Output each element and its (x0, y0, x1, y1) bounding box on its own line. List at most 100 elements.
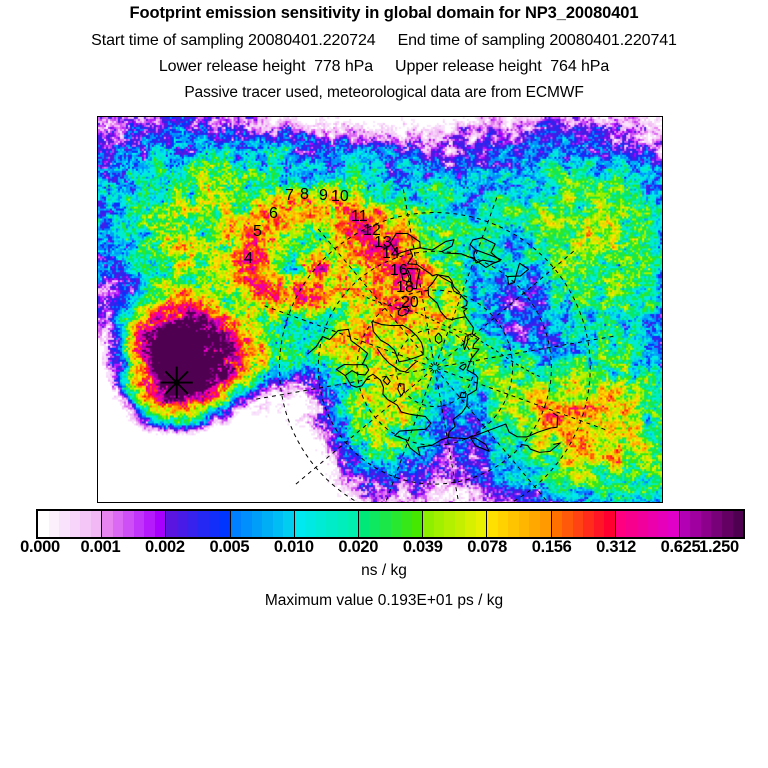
colorbar-step (529, 511, 540, 537)
coastline-lines (306, 232, 561, 457)
start-time-label: Start time of sampling 20080401.220724 (91, 32, 376, 49)
colorbar-step (208, 511, 220, 537)
colorbar-tick-10: 0.625 (660, 538, 701, 556)
colorbar-step (593, 511, 605, 537)
trajectory-day-label-14: 14 (382, 245, 400, 262)
colorbar-step (326, 511, 337, 537)
colorbar-step (305, 511, 316, 537)
footprint-concentration-field (98, 117, 662, 502)
colorbar-step (144, 511, 155, 537)
colorbar-step (539, 511, 551, 537)
colorbar-step (336, 511, 348, 537)
colorbar-band-9 (615, 511, 680, 537)
colorbar-step (444, 511, 455, 537)
colorbar-tick-9: 0.312 (596, 538, 636, 556)
colorbar-band-3 (230, 511, 295, 537)
colorbar-step (604, 511, 615, 537)
colorbar-band-5 (358, 511, 424, 537)
upper-release-height-label: Upper release height 764 hPa (395, 58, 610, 75)
colorbar-step (294, 511, 306, 537)
colorbar-step (102, 511, 113, 537)
colorbar-tick-5: 0.020 (338, 538, 379, 556)
colorbar-tick-11: 1.250 (699, 538, 739, 556)
colorbar-step (711, 511, 722, 537)
colorbar-tick-0: 0.000 (20, 538, 60, 556)
colorbar-unit-label: ns / kg (361, 562, 407, 579)
colorbar-step (123, 511, 134, 537)
colorbar-tick-4: 0.010 (273, 538, 314, 556)
release-point-star (160, 366, 193, 399)
colorbar-band-10 (679, 511, 744, 537)
trajectory-day-label-10: 10 (331, 188, 349, 205)
colorbar-band-6 (423, 511, 488, 537)
colorbar-step (551, 511, 563, 537)
colorbar-step (166, 511, 177, 537)
colorbar (36, 509, 745, 539)
colorbar-step (38, 511, 49, 537)
colorbar-gradient (36, 509, 745, 539)
trajectory-day-label-11: 11 (351, 208, 368, 225)
colorbar-step (241, 511, 252, 537)
colorbar-step (562, 511, 573, 537)
colorbar-band-2 (166, 511, 231, 537)
colorbar-step (487, 511, 498, 537)
colorbar-step (251, 511, 263, 537)
colorbar-step (315, 511, 327, 537)
colorbar-band-4 (294, 511, 359, 537)
trajectory-day-label-8: 8 (300, 186, 309, 203)
colorbar-step (497, 511, 509, 537)
colorbar-step (572, 511, 584, 537)
colorbar-step (647, 511, 658, 537)
colorbar-step (176, 511, 188, 537)
release-height-line: Lower release height 778 hPa Upper releas… (0, 58, 768, 76)
colorbar-step (272, 511, 284, 537)
colorbar-step (433, 511, 445, 537)
graticule-lines (256, 189, 614, 502)
colorbar-band-8 (551, 511, 616, 537)
lower-release-height-label: Lower release height 778 hPa (158, 58, 373, 75)
colorbar-step (219, 511, 230, 537)
colorbar-step (347, 511, 358, 537)
colorbar-tick-1: 0.001 (80, 538, 121, 556)
map-plot-panel: 4 5 6 7 8 9 10 11 12 13 14 16 18 20 (97, 116, 663, 503)
colorbar-step (187, 511, 198, 537)
colorbar-step (112, 511, 124, 537)
colorbar-step (59, 511, 70, 537)
trajectory-day-label-9: 9 (319, 187, 328, 204)
colorbar-step (48, 511, 60, 537)
colorbar-step (80, 511, 91, 537)
trajectory-day-label-6: 6 (269, 205, 278, 222)
trajectory-day-label-13: 13 (374, 234, 392, 251)
colorbar-step (626, 511, 637, 537)
trajectory-day-label-16: 16 (390, 262, 408, 279)
page-title: Footprint emission sensitivity in global… (129, 4, 639, 22)
colorbar-step (454, 511, 466, 537)
colorbar-step (722, 511, 733, 537)
colorbar-step (508, 511, 519, 537)
colorbar-step (657, 511, 669, 537)
colorbar-band-7 (487, 511, 552, 537)
map-vector-overlay (160, 189, 614, 502)
colorbar-step (262, 511, 273, 537)
colorbar-step (90, 511, 102, 537)
colorbar-step (690, 511, 701, 537)
colorbar-step (369, 511, 380, 537)
colorbar-step (700, 511, 712, 537)
colorbar-tick-7: 0.078 (467, 538, 508, 556)
trajectory-day-label-18: 18 (396, 279, 414, 296)
colorbar-step (283, 511, 294, 537)
colorbar-tick-6: 0.039 (402, 538, 443, 556)
colorbar-step (475, 511, 487, 537)
colorbar-step (583, 511, 594, 537)
colorbar-step (390, 511, 402, 537)
colorbar-step (154, 511, 166, 537)
tracer-note: Passive tracer used, meteorological data… (184, 84, 584, 101)
maximum-value-label: Maximum value 0.193E+01 ps / kg (264, 592, 504, 609)
colorbar-step (380, 511, 391, 537)
colorbar-band-1 (102, 511, 167, 537)
colorbar-step (518, 511, 530, 537)
colorbar-step (69, 511, 81, 537)
colorbar-step (358, 511, 370, 537)
trajectory-path (362, 295, 541, 378)
